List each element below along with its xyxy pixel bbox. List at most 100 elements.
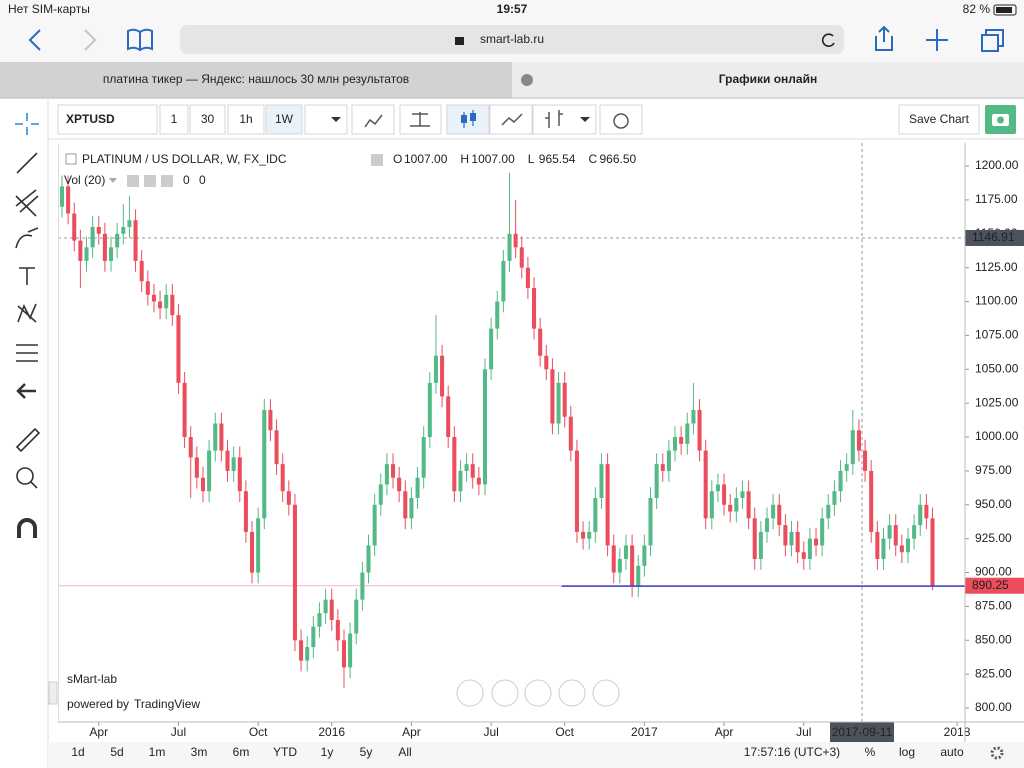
candle-body xyxy=(507,233,512,261)
crosshair-tool[interactable] xyxy=(15,113,39,135)
battery-icon xyxy=(993,4,1017,16)
candle-body xyxy=(440,355,445,397)
interval-menu[interactable] xyxy=(304,104,348,135)
save-chart-label: Save Chart xyxy=(909,112,970,126)
y-tick-label: 975.00 xyxy=(975,463,1012,477)
ohlc-legend: O 1007.00 H 1007.00 L 965.54 C 966.50 xyxy=(393,152,637,166)
candle-body xyxy=(207,450,212,492)
range-button[interactable]: 5y xyxy=(360,745,373,759)
share-button[interactable] xyxy=(875,25,893,51)
reload-button[interactable] xyxy=(821,33,835,47)
zoom-tool[interactable] xyxy=(16,467,34,485)
tabs-button[interactable] xyxy=(981,29,1004,52)
forward-button[interactable] xyxy=(84,29,97,51)
dropdown-arrow xyxy=(580,117,590,122)
prediction-tool[interactable] xyxy=(16,344,38,362)
scale-option[interactable]: auto xyxy=(940,745,964,759)
candle-body xyxy=(109,247,114,261)
new-tab-button[interactable] xyxy=(926,29,948,51)
ruler-tool[interactable] xyxy=(15,427,41,453)
range-button[interactable]: 1m xyxy=(149,745,166,759)
zoom-out[interactable] xyxy=(491,679,519,707)
lock-icon xyxy=(455,37,464,45)
interval-label: 1h xyxy=(239,112,252,126)
candle-body xyxy=(611,545,616,573)
alert-button[interactable] xyxy=(599,104,643,135)
tab-active[interactable] xyxy=(512,62,1024,98)
scroll-left[interactable] xyxy=(456,679,484,707)
range-button[interactable]: 6m xyxy=(233,745,250,759)
magnet-tool[interactable] xyxy=(17,518,37,538)
candle-body xyxy=(415,477,420,499)
candle-body xyxy=(145,281,150,295)
x-tick-label: Oct xyxy=(555,725,574,739)
y-tick-label: 800.00 xyxy=(975,700,1012,714)
candle-body xyxy=(372,504,377,546)
interval-button[interactable] xyxy=(189,104,226,135)
scale-option[interactable]: % xyxy=(865,745,876,759)
interval-button[interactable] xyxy=(159,104,189,135)
candle-body xyxy=(673,437,678,451)
zoom-tool-handle xyxy=(30,481,38,489)
settings-gear[interactable] xyxy=(990,746,1004,760)
candle-body xyxy=(237,457,242,492)
candle-body xyxy=(489,328,494,370)
y-tick-label: 1100.00 xyxy=(975,294,1018,308)
back-button[interactable] xyxy=(28,29,41,51)
crosshair-date: 2017-09-11 xyxy=(832,725,893,739)
url: smart-lab.ru xyxy=(480,32,544,46)
symbol-box[interactable] xyxy=(57,104,158,135)
candle-body xyxy=(127,220,132,228)
range-button[interactable]: 1y xyxy=(321,745,334,759)
trend-line-tool[interactable] xyxy=(16,152,38,174)
vol-icon[interactable] xyxy=(161,175,173,187)
interval-button[interactable] xyxy=(227,104,265,135)
range-button[interactable]: YTD xyxy=(273,745,297,759)
indicators-button[interactable] xyxy=(351,104,395,135)
candle-body xyxy=(513,233,518,248)
hide-tool[interactable] xyxy=(16,383,36,399)
save-chart-button[interactable] xyxy=(898,104,980,135)
candle-body xyxy=(838,470,843,492)
url-field[interactable] xyxy=(180,25,844,54)
vol-icon[interactable] xyxy=(127,175,139,187)
reset[interactable] xyxy=(524,679,552,707)
scale-option[interactable]: log xyxy=(899,745,915,759)
vol-icon[interactable] xyxy=(144,175,156,187)
candle-body xyxy=(648,498,653,546)
brush-tool[interactable] xyxy=(15,227,39,249)
panel-toggle[interactable] xyxy=(48,681,58,705)
candles-button[interactable] xyxy=(446,104,490,135)
line-icon xyxy=(501,113,523,126)
interval-label: 1W xyxy=(275,112,294,126)
candle-body xyxy=(121,227,126,234)
scroll-right[interactable] xyxy=(592,679,620,707)
pattern-tool[interactable] xyxy=(17,303,37,323)
range-button[interactable]: All xyxy=(398,745,411,759)
zoom-in[interactable] xyxy=(558,679,586,707)
candle-body xyxy=(194,457,199,478)
bars-icon xyxy=(545,110,563,128)
settings-icon[interactable] xyxy=(371,154,383,166)
candle-body xyxy=(78,240,83,261)
candle-body xyxy=(795,531,800,553)
collapse-icon[interactable] xyxy=(65,153,77,165)
text-tool[interactable] xyxy=(19,267,35,285)
candle-body xyxy=(807,538,812,559)
range-button[interactable]: 5d xyxy=(110,745,123,759)
fib-tool[interactable] xyxy=(15,189,39,217)
provider-link[interactable]: TradingView xyxy=(134,697,200,711)
candle-body xyxy=(96,227,101,234)
interval-button[interactable] xyxy=(265,104,303,135)
candle-body xyxy=(519,247,524,268)
range-button[interactable]: 1d xyxy=(71,745,84,759)
tab-close[interactable] xyxy=(521,74,533,86)
indicators-icon xyxy=(364,114,383,128)
tab-inactive[interactable] xyxy=(0,62,512,98)
bookmarks-button[interactable] xyxy=(127,28,153,52)
y-tick-label: 1050.00 xyxy=(975,361,1019,375)
range-button[interactable]: 3m xyxy=(191,745,208,759)
candle-body xyxy=(863,450,868,471)
last-price: 890.25 xyxy=(972,578,1009,592)
